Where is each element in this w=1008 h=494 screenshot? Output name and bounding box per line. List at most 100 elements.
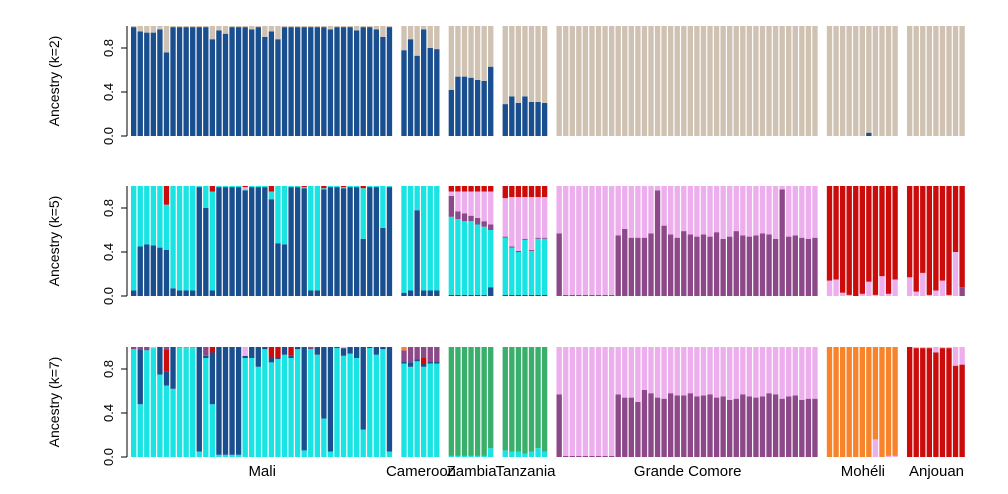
bar-segment-tan (535, 26, 541, 102)
bar-segment-green (528, 347, 535, 452)
bar-segment-dark_blue (522, 96, 528, 136)
bar-segment-dark_blue (294, 187, 301, 296)
bar-segment-purple (448, 195, 455, 217)
bar-segment-pink (707, 347, 713, 395)
bar-segment-dark_blue (288, 27, 294, 137)
bar-segment-pink (779, 347, 785, 399)
bar-segment-pink (648, 347, 654, 394)
bar-segment-red (872, 186, 879, 295)
bar-segment-tan (288, 26, 294, 28)
bar-segment-dark_blue (308, 27, 314, 137)
bar-segment-green (481, 347, 487, 456)
bar-segment-red (509, 186, 515, 197)
bar-segment-pink (766, 347, 772, 394)
bar-segment-tan (163, 26, 170, 53)
bar-segment-cyan (468, 221, 474, 295)
bar-segment-orange (176, 347, 183, 349)
bar-segment-purple (468, 215, 474, 222)
bar-segment-cyan (474, 224, 481, 295)
bar-segment-dark_blue (321, 189, 327, 296)
bar-segment-dark_blue (150, 32, 157, 136)
bar-segment-dark_blue (347, 187, 353, 296)
bar-segment-red (939, 186, 946, 281)
bar-segment-tan (933, 26, 939, 136)
bar-segment-pink (792, 186, 798, 236)
bar-segment-purple (608, 455, 615, 457)
bar-segment-dark_blue (176, 290, 183, 296)
bar-segment-dark_blue (288, 355, 294, 358)
bar-segment-red (163, 349, 170, 372)
bar-segment-dark_blue (190, 27, 196, 137)
bar-segment-dark_blue (163, 52, 170, 136)
panels: 0.0 0.4 0.8 Ancestry (k=2) 0.0 0.4 0.8 Ancestry… (46, 26, 965, 466)
bar-segment-pink (608, 186, 615, 295)
bar-segment-dark_blue (255, 187, 261, 296)
bar-segment-tan (959, 26, 965, 136)
bar-segment-tan (576, 26, 582, 136)
bar-segment-pink (641, 347, 648, 390)
bar-segment-pink (582, 347, 589, 456)
bar-segment-purple (648, 393, 654, 457)
bar-segment-cyan (373, 186, 380, 188)
bar-segment-pink (541, 197, 548, 238)
bar-segment-pink (654, 347, 661, 398)
bar-segment-red (461, 186, 468, 192)
bar-segment-pink (872, 439, 879, 457)
bar-segment-red (846, 186, 852, 295)
bar-segment-green (461, 347, 468, 456)
bar-segment-purple (421, 347, 427, 358)
bar-segment-cyan (176, 186, 183, 291)
bar-segment-cyan (401, 186, 407, 293)
bar-segment-tan (474, 26, 481, 80)
bar-segment-purple (131, 347, 137, 350)
bar-segment-purple (589, 294, 595, 296)
bar-segment-cyan (249, 358, 255, 457)
bar-segment-pink (502, 198, 508, 237)
bar-segment-dark_blue (522, 294, 528, 296)
bar-segment-purple (766, 234, 772, 296)
bar-segment-tan (556, 26, 562, 136)
bar-segment-dark_blue (321, 347, 327, 419)
bar-segment-tan (759, 26, 766, 136)
bar-segment-pink (628, 347, 634, 398)
bar-segment-dark_blue (421, 363, 427, 367)
bar-segment-tan (144, 26, 150, 33)
bar-segment-dark_blue (334, 27, 340, 137)
bar-segment-dark_blue (327, 347, 334, 452)
bar-segment-purple (753, 397, 759, 457)
bar-segment-dark_blue (528, 294, 535, 296)
bar-segment-pink (687, 347, 694, 394)
bar-segment-dark_blue (367, 187, 373, 296)
bar-segment-pink (799, 186, 805, 238)
bar-segment-cyan (209, 191, 216, 291)
bar-segment-purple (589, 455, 595, 457)
bar-segment-dark_blue (334, 347, 340, 349)
bar-segment-tan (946, 26, 952, 136)
bar-segment-dark_blue (334, 187, 340, 296)
bar-segment-tan (515, 26, 522, 103)
bar-segment-tan (733, 26, 739, 136)
bar-segment-purple (455, 211, 461, 219)
bar-segment-cyan (268, 362, 275, 457)
bar-segment-cyan (421, 366, 427, 457)
bar-segment-tan (209, 26, 216, 40)
bar-segment-pink (713, 186, 720, 233)
bar-segment-tan (509, 26, 515, 97)
bar-segment-purple (648, 233, 654, 296)
bar-segment-dark_blue (386, 347, 393, 452)
bar-segment-cyan (301, 450, 307, 457)
bar-segment-pink (892, 455, 898, 457)
bar-segment-tan (353, 26, 360, 31)
bar-segment-purple (576, 455, 582, 457)
bar-segment-dark_blue (249, 187, 255, 296)
bar-segment-tan (799, 26, 805, 136)
bar-segment-dark_blue (421, 290, 427, 296)
bar-segment-pink (753, 347, 759, 398)
bar-segment-dark_blue (196, 187, 202, 296)
bar-segment-dark_blue (222, 347, 229, 455)
bar-segment-red (209, 186, 216, 192)
bar-segment-purple (700, 234, 707, 296)
bar-segment-cyan (522, 239, 528, 295)
bar-segment-purple (733, 231, 739, 296)
bar-segment-pink (759, 347, 766, 397)
